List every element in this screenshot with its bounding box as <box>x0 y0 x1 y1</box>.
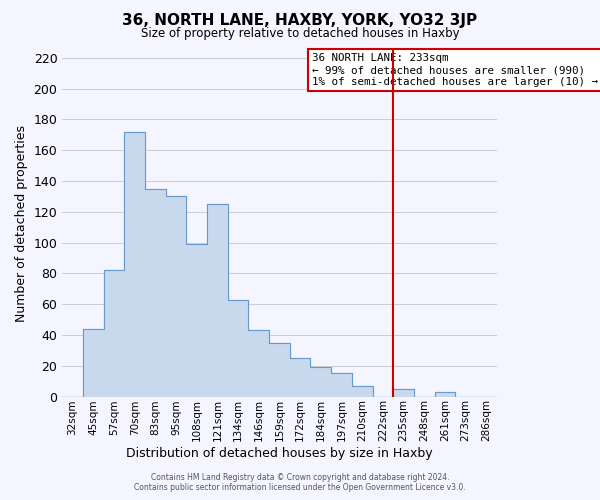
Text: Size of property relative to detached houses in Haxby: Size of property relative to detached ho… <box>140 28 460 40</box>
Text: 36 NORTH LANE: 233sqm
← 99% of detached houses are smaller (990)
1% of semi-deta: 36 NORTH LANE: 233sqm ← 99% of detached … <box>312 54 598 86</box>
Polygon shape <box>62 132 497 396</box>
Y-axis label: Number of detached properties: Number of detached properties <box>15 125 28 322</box>
X-axis label: Distribution of detached houses by size in Haxby: Distribution of detached houses by size … <box>126 447 433 460</box>
Text: Contains HM Land Registry data © Crown copyright and database right 2024.
Contai: Contains HM Land Registry data © Crown c… <box>134 473 466 492</box>
Text: 36, NORTH LANE, HAXBY, YORK, YO32 3JP: 36, NORTH LANE, HAXBY, YORK, YO32 3JP <box>122 12 478 28</box>
